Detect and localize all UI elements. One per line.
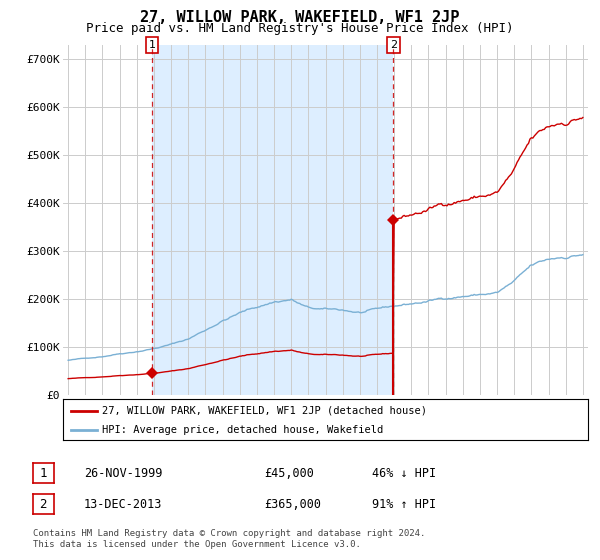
Bar [152,45,393,395]
Text: Price paid vs. HM Land Registry's House Price Index (HPI): Price paid vs. HM Land Registry's House … [86,22,514,35]
Text: HPI: Average price, detached house, Wakefield: HPI: Average price, detached house, Wake… [103,424,383,435]
Text: 46% ↓ HPI: 46% ↓ HPI [372,466,436,480]
Text: 26-NOV-1999: 26-NOV-1999 [84,466,163,480]
Text: 1: 1 [40,466,47,480]
Text: 2: 2 [40,497,47,511]
Text: 27, WILLOW PARK, WAKEFIELD, WF1 2JP: 27, WILLOW PARK, WAKEFIELD, WF1 2JP [140,10,460,25]
Text: Contains HM Land Registry data © Crown copyright and database right 2024.
This d: Contains HM Land Registry data © Crown c… [33,529,425,549]
Text: 13-DEC-2013: 13-DEC-2013 [84,497,163,511]
Text: 91% ↑ HPI: 91% ↑ HPI [372,497,436,511]
Text: 1: 1 [149,40,156,50]
Text: 2: 2 [390,40,397,50]
Text: £365,000: £365,000 [264,497,321,511]
Text: 27, WILLOW PARK, WAKEFIELD, WF1 2JP (detached house): 27, WILLOW PARK, WAKEFIELD, WF1 2JP (det… [103,405,427,416]
Text: £45,000: £45,000 [264,466,314,480]
